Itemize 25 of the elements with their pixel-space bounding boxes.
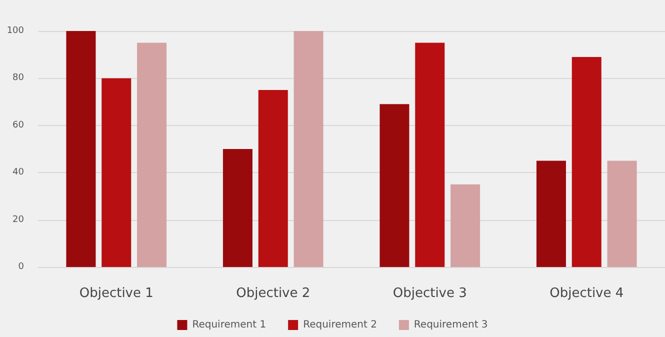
bar [536, 160, 566, 267]
bar [607, 160, 637, 267]
y-tick-label: 0 [18, 262, 24, 272]
bar [572, 56, 602, 267]
y-tick-label: 40 [12, 168, 24, 178]
bar [380, 104, 410, 267]
bar [102, 78, 132, 267]
legend-label: Requirement 3 [414, 320, 488, 330]
bar [450, 184, 480, 267]
bar [258, 90, 288, 267]
x-tick-label: Objective 2 [236, 286, 310, 301]
x-tick-label: Objective 3 [392, 286, 467, 301]
x-tick-label: Objective 1 [79, 286, 154, 301]
y-tick-label: 80 [12, 73, 24, 84]
bar [137, 42, 167, 267]
bar [222, 149, 252, 267]
y-tick-label: 20 [12, 214, 24, 225]
y-tick-label: 100 [6, 26, 24, 36]
y-tick-label: 60 [12, 120, 24, 130]
bar [66, 31, 96, 267]
x-tick-label: Objective 4 [550, 286, 624, 301]
bar [415, 42, 445, 267]
bar [294, 31, 324, 267]
legend-label: Requirement 2 [303, 320, 377, 330]
legend-label: Requirement 1 [192, 320, 266, 330]
